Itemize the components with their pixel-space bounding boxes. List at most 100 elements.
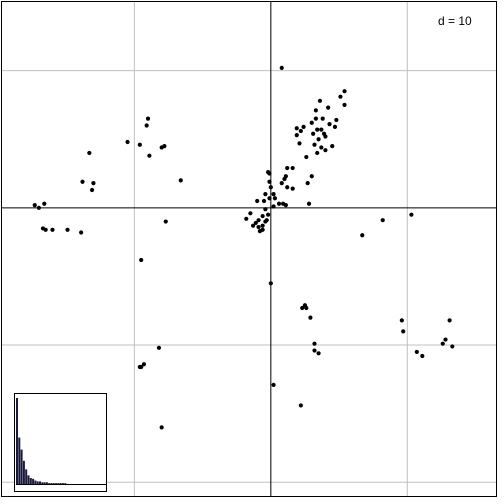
eigenvalue-bar: [50, 483, 53, 484]
data-point: [267, 196, 272, 201]
data-point: [253, 220, 258, 226]
data-point: [248, 211, 253, 216]
data-point: [42, 201, 47, 206]
data-point: [332, 124, 338, 129]
scale-label: d = 10: [438, 14, 472, 28]
data-point: [313, 116, 318, 121]
data-point: [304, 305, 309, 311]
data-point: [276, 201, 282, 206]
eigenvalue-bar: [25, 469, 28, 484]
eigenvalue-bar: [62, 483, 64, 484]
data-point: [89, 187, 95, 193]
data-point: [305, 181, 310, 186]
data-point: [420, 353, 425, 359]
data-point: [342, 102, 347, 108]
eigenvalue-bar: [45, 482, 48, 484]
data-point: [263, 219, 268, 224]
data-point: [300, 305, 305, 311]
data-point: [313, 108, 318, 113]
data-point: [440, 341, 445, 346]
data-point: [36, 205, 41, 210]
data-point: [125, 139, 130, 145]
data-point: [285, 165, 290, 171]
eigenvalue-bar: [18, 437, 21, 484]
data-point: [342, 89, 347, 94]
data-point: [137, 142, 142, 147]
data-point: [338, 94, 343, 99]
data-point: [156, 345, 162, 350]
data-point: [315, 127, 320, 132]
data-point: [320, 116, 325, 121]
data-point: [312, 341, 317, 346]
data-point: [290, 186, 295, 191]
eigenvalue-bar: [48, 483, 51, 484]
scale-label-background: [430, 9, 482, 31]
data-point: [266, 212, 271, 217]
data-point: [257, 229, 263, 234]
data-point: [360, 233, 365, 238]
data-point: [261, 198, 267, 204]
data-point: [290, 165, 295, 171]
data-point: [309, 120, 314, 125]
data-point: [330, 143, 335, 149]
data-point: [298, 403, 303, 408]
eigenvalue-bars: [16, 398, 106, 485]
data-point: [87, 150, 92, 156]
data-point: [401, 329, 406, 334]
data-point: [298, 128, 303, 134]
data-point: [316, 351, 321, 356]
data-point: [32, 202, 37, 208]
data-point: [306, 201, 312, 206]
eigenvalue-bar: [41, 482, 44, 484]
eigenvalue-bar: [64, 483, 67, 484]
data-point: [162, 143, 167, 149]
data-point: [255, 198, 260, 204]
data-point: [267, 179, 272, 184]
data-point: [334, 117, 339, 123]
eigenvalue-bar: [36, 481, 39, 484]
data-point: [294, 133, 299, 138]
data-point: [443, 337, 448, 342]
data-point: [147, 153, 152, 158]
data-point: [323, 134, 328, 139]
data-point: [399, 318, 404, 323]
data-point: [315, 150, 320, 156]
data-point: [163, 219, 168, 224]
data-point: [65, 227, 70, 232]
eigenvalue-bar: [29, 477, 32, 484]
data-point: [141, 362, 147, 367]
data-point: [271, 382, 276, 387]
eigenvalue-bar: [43, 482, 46, 484]
data-point: [279, 65, 284, 70]
data-point: [312, 348, 317, 353]
data-point: [327, 122, 332, 127]
eigenvalue-bar: [16, 398, 18, 484]
data-point: [309, 174, 314, 179]
eigenvalue-bar: [55, 483, 58, 484]
data-point: [271, 204, 276, 209]
data-point: [283, 174, 288, 179]
data-point: [304, 154, 309, 160]
data-point: [319, 127, 324, 132]
plot-frame: [1, 1, 497, 497]
data-point: [91, 181, 96, 186]
data-point: [380, 218, 385, 223]
data-point: [294, 126, 299, 131]
eigenvalue-bar: [27, 475, 30, 484]
data-point: [256, 224, 261, 230]
data-point: [283, 202, 288, 208]
data-point: [317, 98, 323, 103]
data-point: [260, 223, 265, 228]
data-point: [250, 223, 256, 228]
data-point: [263, 207, 268, 212]
data-point: [145, 116, 151, 121]
data-point: [297, 141, 302, 146]
data-point: [260, 213, 265, 219]
data-point: [144, 123, 149, 128]
data-point: [263, 192, 268, 197]
eigenvalue-inset: [14, 393, 107, 492]
eigenvalue-bar: [20, 449, 23, 484]
data-point: [137, 364, 142, 370]
eigenvalue-bar: [34, 480, 37, 484]
axes: [2, 2, 496, 496]
